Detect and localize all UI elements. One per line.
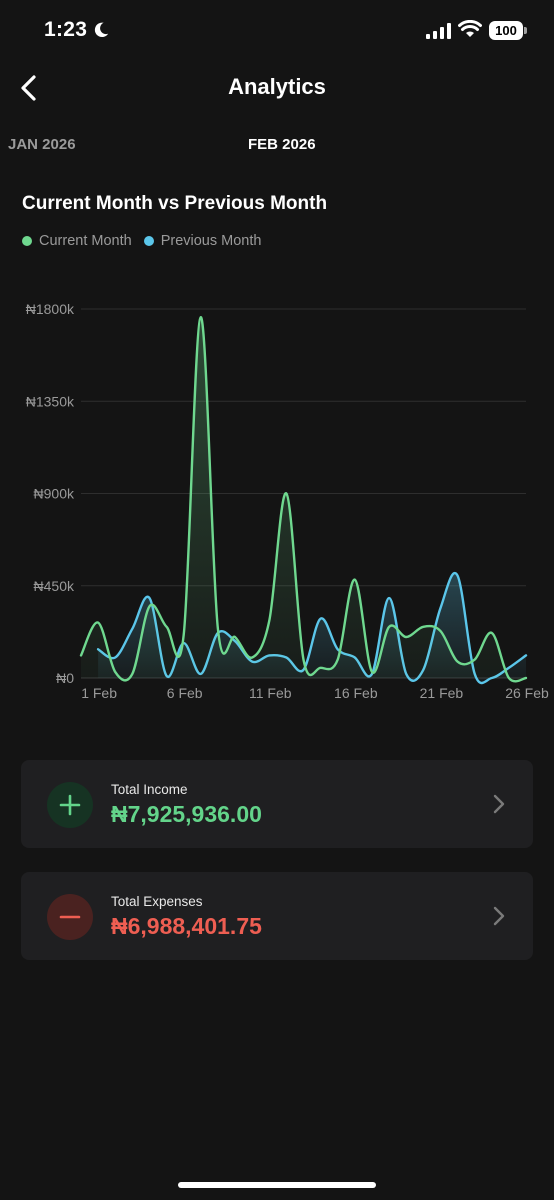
income-icon-circle <box>47 782 93 828</box>
x-tick-label: 21 Feb <box>420 685 464 701</box>
series-line-current <box>79 315 528 683</box>
chevron-right-icon <box>493 906 505 926</box>
chart-title: Current Month vs Previous Month <box>22 193 328 214</box>
legend-dot-current <box>22 236 32 246</box>
legend-item-current: Current Month <box>22 233 132 249</box>
moon-icon <box>94 22 109 38</box>
y-tick-label: ₦1350k <box>26 393 75 409</box>
battery-icon: 100 <box>489 21 523 40</box>
expense-value: ₦6,988,401.75 <box>111 913 262 939</box>
x-tick-label: 11 Feb <box>249 685 292 701</box>
y-tick-label: ₦900k <box>34 486 75 502</box>
legend-dot-previous <box>143 236 154 246</box>
x-tick-label: 16 Feb <box>334 685 378 701</box>
legend-label-previous: Previous Month <box>160 233 262 249</box>
home-indicator[interactable] <box>178 1182 376 1188</box>
x-tick-label: 6 Feb <box>167 685 203 701</box>
battery-level: 100 <box>495 23 517 38</box>
legend-item-previous: Previous Month <box>143 233 262 249</box>
back-button[interactable] <box>10 70 46 106</box>
series-area-current <box>81 317 526 682</box>
y-tick-label: ₦1800k <box>26 301 75 317</box>
wifi-icon <box>458 20 482 37</box>
x-tick-label: 1 Feb <box>81 685 117 701</box>
expense-icon-circle <box>47 894 93 940</box>
battery-nub <box>524 27 527 34</box>
chevron-left-icon <box>21 75 36 101</box>
plus-icon <box>59 794 81 816</box>
month-tab-current[interactable]: FEB 2026 <box>248 136 316 153</box>
income-label: Total Income <box>111 782 188 797</box>
expense-label: Total Expenses <box>111 894 203 909</box>
legend-label-current: Current Month <box>39 233 132 249</box>
line-chart: ₦0 ₦450k ₦900k ₦1350k ₦1800k 1 Feb 6 Feb 11 Feb… <box>26 301 549 701</box>
total-expenses-card[interactable]: Total Expenses ₦6,988,401.75 <box>21 872 533 960</box>
chevron-right-icon <box>493 794 505 814</box>
income-value: ₦7,925,936.00 <box>111 801 262 827</box>
y-tick-label: ₦450k <box>34 578 75 594</box>
minus-icon <box>59 915 81 919</box>
status-time: 1:23 <box>44 18 88 41</box>
total-income-card[interactable]: Total Income ₦7,925,936.00 <box>21 760 533 848</box>
x-tick-label: 26 Feb <box>505 685 549 701</box>
cellular-signal-icon <box>426 23 451 39</box>
page-title: Analytics <box>228 74 326 99</box>
status-bar: 1:23 100 <box>0 0 554 62</box>
month-tab-previous[interactable]: JAN 2026 <box>8 136 76 153</box>
chart-legend: Current Month Previous Month <box>22 233 273 249</box>
y-tick-label: ₦0 <box>56 670 74 686</box>
